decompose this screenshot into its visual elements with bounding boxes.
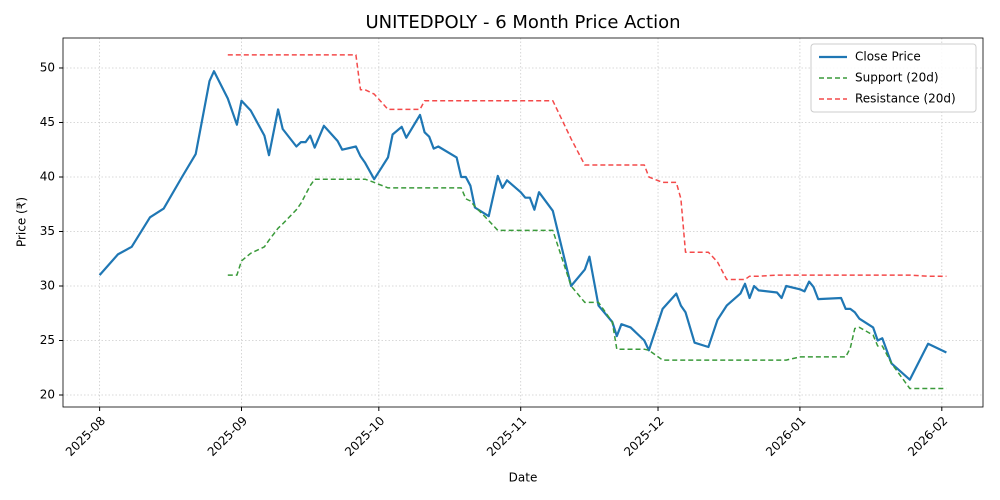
y-tick-label: 40 — [40, 169, 55, 183]
y-axis-label: Price (₹) — [15, 197, 29, 247]
series-line — [98, 70, 947, 381]
legend-box — [810, 43, 977, 113]
legend-label: Support (20d) — [855, 71, 939, 85]
y-tick-label: 30 — [40, 278, 55, 292]
plot-frame — [62, 37, 984, 408]
legend-label: Close Price — [855, 50, 921, 64]
y-tick-label: 20 — [40, 388, 55, 402]
x-axis-label: Date — [509, 471, 538, 485]
chart-title: UNITEDPOLY - 6 Month Price Action — [365, 12, 680, 33]
legend: Close Price Support (20d) Resistance (20d) — [810, 43, 977, 113]
series-line — [227, 54, 947, 281]
series-line — [227, 178, 947, 390]
y-tick-label: 45 — [40, 115, 55, 129]
legend-label: Resistance (20d) — [855, 92, 956, 106]
y-tick-label: 25 — [40, 333, 55, 347]
y-tick-label: 35 — [40, 224, 55, 238]
y-tick-label: 50 — [40, 60, 55, 74]
